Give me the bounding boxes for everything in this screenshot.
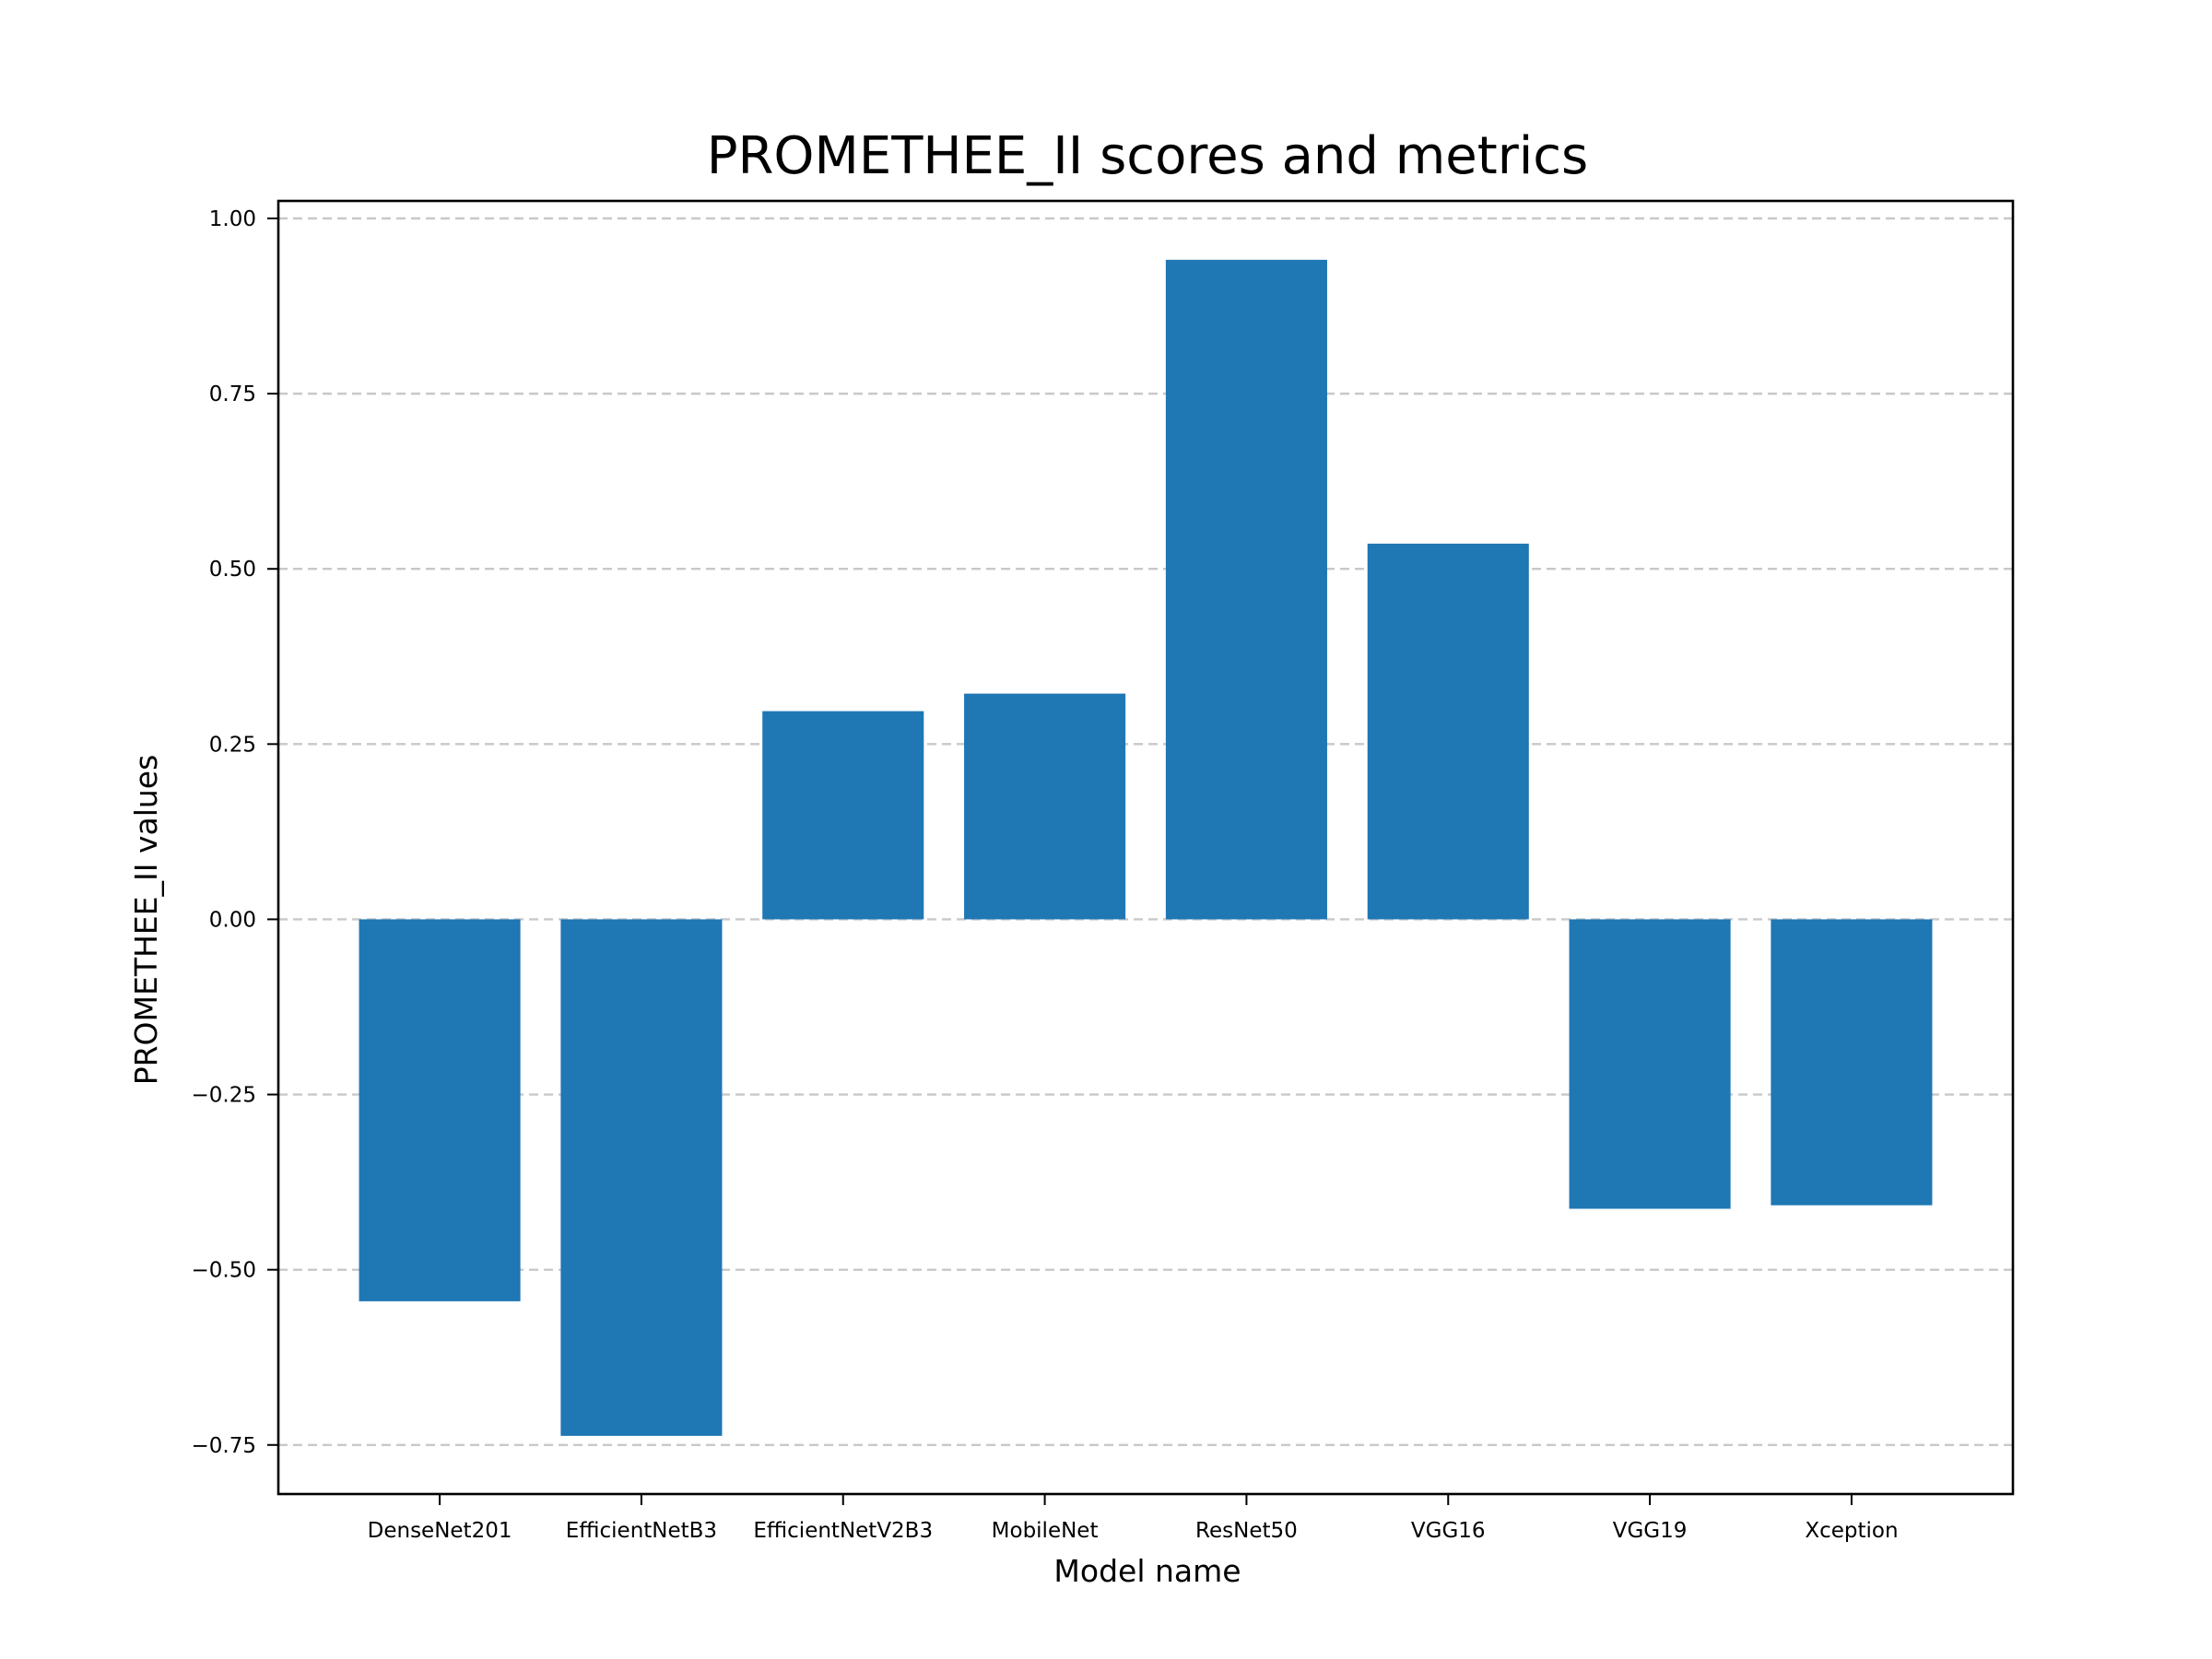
x-tick-label: MobileNet <box>992 1519 1099 1543</box>
y-tick-label: −0.75 <box>192 1434 256 1458</box>
bar <box>359 919 521 1301</box>
bars <box>359 259 1933 1436</box>
y-tick-label: −0.50 <box>192 1259 256 1283</box>
x-axis-ticks: DenseNet201 EfficientNetB3 EfficientNetV2B… <box>368 1494 1899 1543</box>
y-axis-label: PROMETHEE_II values <box>128 755 164 1086</box>
bar <box>762 711 924 920</box>
y-tick-label: 0.50 <box>209 558 256 582</box>
x-tick-label: VGG16 <box>1411 1519 1486 1543</box>
bar <box>1165 259 1327 920</box>
y-tick-label: −0.25 <box>192 1084 256 1108</box>
bar <box>1771 919 1933 1206</box>
x-tick-label: VGG19 <box>1613 1519 1688 1543</box>
x-tick-label: Xception <box>1805 1519 1898 1543</box>
bar <box>1569 919 1731 1209</box>
y-tick-label: 0.25 <box>209 733 256 757</box>
x-tick-label: DenseNet201 <box>368 1519 512 1543</box>
x-tick-label: EfficientNetB3 <box>566 1519 717 1543</box>
y-tick-label: 0.75 <box>209 382 256 406</box>
x-tick-label: EfficientNetV2B3 <box>753 1519 933 1543</box>
x-axis-label: Model name <box>1053 1553 1241 1589</box>
chart-title: PROMETHEE_II scores and metrics <box>707 126 1588 186</box>
bar <box>964 693 1126 920</box>
x-tick-label: ResNet50 <box>1195 1519 1298 1543</box>
bar <box>1367 543 1529 920</box>
plot-frame <box>276 199 2015 1496</box>
y-tick-label: 1.00 <box>209 207 256 231</box>
y-axis-ticks: 1.00 0.75 0.50 0.25 0.00 −0.25 −0.50 −0.75 <box>192 207 278 1458</box>
y-tick-label: 0.00 <box>209 908 256 932</box>
bar <box>560 919 723 1436</box>
gridlines <box>278 217 2013 1446</box>
